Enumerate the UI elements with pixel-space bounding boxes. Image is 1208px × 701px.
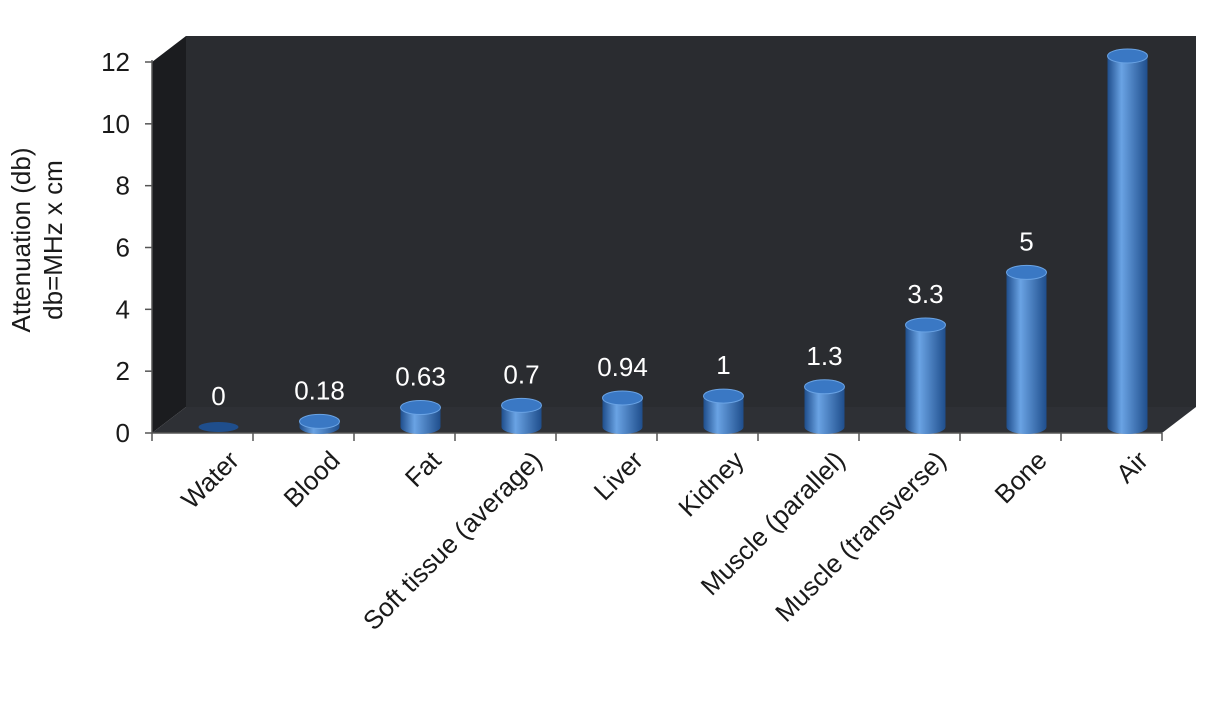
bar-top bbox=[703, 388, 744, 404]
y-tick-label: 8 bbox=[116, 171, 130, 201]
bar-top bbox=[905, 317, 946, 333]
y-tick-label: 0 bbox=[116, 418, 130, 448]
data-label: 12 bbox=[1113, 10, 1142, 40]
bar-top bbox=[198, 422, 239, 432]
data-label: 0.94 bbox=[597, 352, 648, 382]
bar-top bbox=[1006, 264, 1047, 280]
y-tick-label: 4 bbox=[116, 294, 130, 324]
category-label: Muscle (transverse) bbox=[769, 445, 952, 628]
y-tick-label: 2 bbox=[116, 356, 130, 386]
data-label: 0 bbox=[211, 381, 225, 411]
category-label: Liver bbox=[588, 445, 649, 506]
bar-body bbox=[703, 396, 744, 435]
category-label: Air bbox=[1110, 445, 1154, 489]
bar-top bbox=[804, 379, 845, 395]
data-label: 0.7 bbox=[503, 359, 539, 389]
y-axis-title-line-2: db=MHz x cm bbox=[38, 160, 68, 320]
category-label: Kidney bbox=[672, 445, 749, 522]
y-tick-label: 6 bbox=[116, 233, 130, 263]
category-label: Blood bbox=[278, 445, 346, 513]
data-label: 1 bbox=[716, 350, 730, 380]
bar-top bbox=[1107, 48, 1148, 64]
category-label: Soft tissue (average) bbox=[357, 445, 548, 636]
y-axis-title-line-1: Attenuation (db) bbox=[6, 147, 36, 332]
data-label: 0.63 bbox=[395, 362, 446, 392]
bar-body bbox=[602, 397, 643, 435]
data-label: 0.18 bbox=[294, 375, 345, 405]
data-labels: 0 0.18 0.63 0.7 0.94 1 1.3 3.3 5 12 bbox=[211, 10, 1142, 411]
bar-body bbox=[1006, 272, 1047, 435]
side-wall bbox=[152, 36, 186, 433]
bar-top bbox=[602, 390, 643, 406]
category-label: Bone bbox=[989, 445, 1053, 509]
bar-body bbox=[804, 386, 845, 435]
data-label: 3.3 bbox=[907, 279, 943, 309]
bar-body bbox=[905, 324, 946, 435]
data-label: 1.3 bbox=[806, 341, 842, 371]
bar-body bbox=[501, 405, 542, 435]
category-label: Water bbox=[175, 445, 245, 515]
bar-top bbox=[299, 413, 340, 429]
data-label: 5 bbox=[1019, 226, 1033, 256]
bar bbox=[804, 379, 845, 435]
bar-top bbox=[400, 400, 441, 416]
bar-top bbox=[501, 397, 542, 413]
bar bbox=[299, 413, 340, 435]
back-wall bbox=[186, 36, 1196, 407]
bars bbox=[198, 48, 1148, 435]
category-label: Fat bbox=[399, 444, 447, 492]
bar bbox=[703, 388, 744, 435]
bar bbox=[602, 390, 643, 435]
bar bbox=[198, 422, 239, 432]
bar-body bbox=[1107, 56, 1148, 435]
bar bbox=[501, 397, 542, 435]
y-tick-label: 10 bbox=[101, 109, 130, 139]
bar bbox=[1107, 48, 1148, 435]
bar bbox=[400, 400, 441, 435]
y-axis-title: Attenuation (db) db=MHz x cm bbox=[6, 147, 68, 332]
bar-body bbox=[400, 407, 441, 435]
y-tick-label: 12 bbox=[101, 47, 130, 77]
bar bbox=[1006, 264, 1047, 435]
bar bbox=[905, 317, 946, 435]
